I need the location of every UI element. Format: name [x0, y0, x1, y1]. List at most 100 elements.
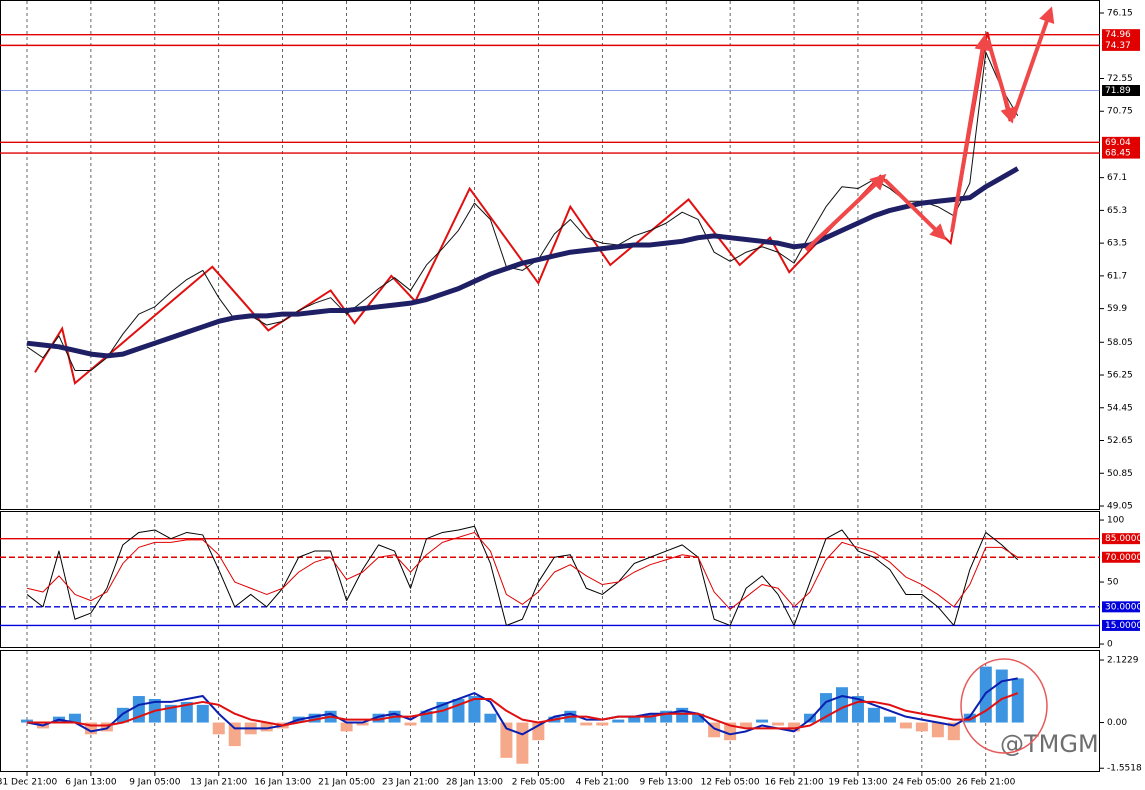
y-tick-label: 50: [1107, 578, 1119, 588]
level-label: 70.0000: [1105, 553, 1142, 563]
x-tick-label: 9 Jan 05:00: [129, 778, 181, 788]
x-tick-label: 4 Feb 21:00: [576, 778, 630, 788]
histogram-bar: [84, 722, 97, 735]
x-tick-label: 9 Feb 13:00: [640, 778, 694, 788]
level-label: 69.04: [1105, 138, 1131, 148]
histogram-bar: [835, 687, 848, 723]
y-tick-label: 100: [1107, 516, 1124, 526]
level-label-box: [1102, 136, 1140, 148]
y-tick-label: 2.1229: [1107, 656, 1139, 666]
series-line: [26, 166, 1019, 359]
histogram-bar: [340, 722, 353, 732]
arrow: [950, 34, 991, 233]
histogram-bar: [68, 713, 81, 723]
y-tick-label: 50.85: [1107, 469, 1133, 479]
histogram-bar: [883, 716, 896, 723]
panel-frame: [0, 0, 1100, 510]
level-label-box: [1102, 551, 1140, 563]
level-label-box: [1102, 147, 1140, 159]
y-tick-label: 72.55: [1107, 74, 1133, 84]
x-tick-label: 16 Jan 13:00: [254, 778, 311, 788]
y-tick-label: 61.7: [1107, 271, 1127, 281]
histogram-bar: [660, 710, 673, 723]
y-tick-label: 52.65: [1107, 436, 1133, 446]
level-label-box: [1102, 85, 1140, 97]
histogram-bar: [772, 722, 785, 726]
x-tick-label: 12 Feb 05:00: [701, 778, 760, 788]
histogram-bar: [404, 722, 417, 726]
histogram-bar: [21, 719, 33, 723]
level-label-box: [1102, 619, 1140, 631]
histogram-bar: [867, 707, 880, 723]
histogram-bar: [372, 713, 385, 723]
x-tick-label: 26 Feb 21:00: [956, 778, 1015, 788]
y-tick-label: 76.15: [1107, 9, 1133, 19]
arrow: [1011, 6, 1055, 119]
histogram-bar: [436, 701, 449, 723]
x-tick-label: 13 Jan 21:00: [190, 778, 247, 788]
arrow: [804, 173, 887, 252]
y-tick-label: 63.5: [1107, 239, 1127, 249]
x-tick-label: 21 Jan 05:00: [318, 778, 375, 788]
panel-frame: [0, 511, 1100, 648]
histogram-bar: [228, 722, 241, 747]
arrow: [883, 178, 947, 241]
y-tick-label: 0: [1107, 640, 1113, 650]
histogram-bar: [628, 716, 641, 723]
y-tick-label: 56.25: [1107, 371, 1133, 381]
histogram-bar: [947, 722, 960, 741]
histogram-bar: [212, 722, 225, 735]
y-tick-label: 0.00: [1107, 718, 1127, 728]
histogram-bar: [740, 722, 753, 729]
y-tick-label: 49.05: [1107, 501, 1133, 511]
arrow: [986, 39, 1016, 124]
x-tick-label: 31 Dec 21:00: [0, 778, 58, 788]
histogram-bar: [612, 719, 625, 723]
y-tick-label: 54.45: [1107, 403, 1133, 413]
highlight-circle: [960, 658, 1048, 754]
histogram-bar: [596, 722, 609, 726]
histogram-bar: [260, 722, 273, 732]
series-line: [26, 525, 1019, 626]
histogram-bar: [931, 722, 944, 738]
histogram-bar: [963, 713, 976, 723]
histogram-bar: [915, 722, 928, 732]
x-tick-label: 2 Feb 05:00: [512, 778, 566, 788]
panel-frame: [0, 650, 1100, 772]
level-label: 68.45: [1105, 149, 1131, 159]
y-tick-label: 70.75: [1107, 107, 1133, 117]
histogram-bar: [196, 704, 209, 723]
x-tick-label: 19 Feb 13:00: [828, 778, 887, 788]
y-tick-label: -1.5518: [1107, 764, 1142, 774]
y-tick-label: 59.9: [1107, 304, 1127, 314]
histogram-bar: [788, 722, 801, 732]
histogram-bar: [644, 713, 657, 723]
histogram-bar: [420, 710, 433, 723]
histogram-bar: [356, 722, 369, 726]
level-label: 74.37: [1105, 41, 1131, 51]
y-tick-label: 65.3: [1107, 206, 1127, 216]
histogram-bar: [756, 719, 769, 723]
x-tick-label: 16 Feb 21:00: [765, 778, 824, 788]
histogram-bar: [692, 713, 705, 723]
level-label: 85.0000: [1105, 534, 1142, 544]
histogram-bar: [500, 722, 513, 758]
histogram-bar: [468, 696, 481, 723]
level-label: 74.96: [1105, 30, 1131, 40]
y-tick-label: 67.1: [1107, 173, 1127, 183]
histogram-bar: [484, 713, 497, 723]
x-tick-label: 24 Feb 05:00: [892, 778, 951, 788]
y-tick-label: 58.05: [1107, 338, 1133, 348]
histogram-bar: [100, 722, 113, 732]
x-tick-label: 23 Jan 21:00: [382, 778, 439, 788]
x-tick-label: 6 Jan 13:00: [65, 778, 117, 788]
level-label: 71.89: [1105, 86, 1131, 96]
level-label: 15.0000: [1105, 621, 1142, 631]
histogram-bar: [308, 713, 321, 723]
level-label: 30.0000: [1105, 602, 1142, 612]
histogram-bar: [1011, 678, 1024, 723]
level-label-box: [1102, 533, 1140, 545]
series-line: [26, 677, 1018, 736]
